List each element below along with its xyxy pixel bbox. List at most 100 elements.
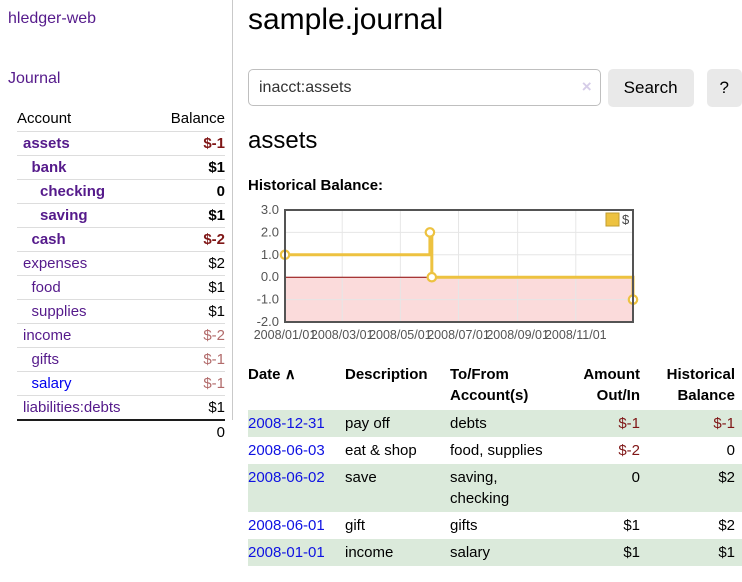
transaction-accounts: debts <box>450 415 487 432</box>
data-point-marker <box>426 271 438 283</box>
transaction-accounts: food, supplies <box>450 442 543 459</box>
transaction-date-cell: 2008-12-31 <box>248 410 345 437</box>
transaction-description: gift <box>345 517 366 534</box>
account-link[interactable]: assets <box>23 135 70 152</box>
transaction-description: pay off <box>345 415 390 432</box>
account-name-cell: income <box>17 323 154 348</box>
account-link[interactable]: checking <box>40 183 106 200</box>
transaction-amount: $1 <box>623 517 640 534</box>
main-content: sample.journal × Search ? assets Histori… <box>248 0 742 566</box>
y-tick-label: -1.0 <box>257 292 279 307</box>
account-balance: $1 <box>153 203 225 228</box>
x-tick-label: 2008/11/01 <box>545 328 607 342</box>
account-link[interactable]: gifts <box>31 351 60 368</box>
account-row: food $1 <box>17 275 225 300</box>
account-link[interactable]: bank <box>31 159 67 176</box>
accounts-total-spacer <box>17 419 154 444</box>
register-header-balance: Historical Balance <box>666 366 735 404</box>
register-header-date-label: Date <box>248 366 281 383</box>
account-name-cell: gifts <box>17 347 154 372</box>
account-row: assets $-1 <box>17 131 225 156</box>
transaction-date-link[interactable]: 2008-06-01 <box>248 517 325 534</box>
transaction-balance: 0 <box>726 442 735 459</box>
account-name-cell: food <box>17 275 154 300</box>
transaction-description: income <box>345 544 394 561</box>
transaction-date-cell: 2008-06-01 <box>248 512 345 539</box>
account-link[interactable]: saving <box>40 207 88 224</box>
transaction-row: 2008-06-02 save saving, checking 0 $2 <box>248 464 742 512</box>
accounts-total-row: 0 <box>17 419 225 444</box>
account-row: checking 0 <box>17 179 225 204</box>
transaction-row: 2008-06-01 gift gifts $1 $2 <box>248 512 742 539</box>
account-link[interactable]: expenses <box>23 255 88 272</box>
account-balance: $1 <box>153 395 225 420</box>
accounts-header-row: Account Balance <box>17 105 225 132</box>
account-name-cell: saving <box>17 203 154 228</box>
account-row: saving $1 <box>17 203 225 228</box>
x-tick-label: 2008/09/01 <box>486 328 549 342</box>
accounts-total-value: 0 <box>153 419 225 444</box>
search-button[interactable]: Search <box>607 69 694 107</box>
accounts-table: Account Balance assets $-1 bank $1 checking 0… <box>17 105 225 444</box>
search-input[interactable] <box>248 69 601 106</box>
account-row: cash $-2 <box>17 227 225 252</box>
register-header-amount: Amount Out/In <box>583 366 640 404</box>
register-header-date[interactable]: Date ∧ <box>248 361 345 410</box>
transaction-amount: $-2 <box>618 442 640 459</box>
chart-heading: Historical Balance: <box>248 177 384 194</box>
account-link[interactable]: food <box>31 279 61 296</box>
chart-svg: $3.0 2.0 1.0 0.0 -1.0 -2.02008/01/012008/03/0… <box>254 202 639 342</box>
x-tick-label: 2008/03/01 <box>311 328 374 342</box>
y-tick-label: 1.0 <box>261 247 279 262</box>
account-balance: $-1 <box>153 371 225 396</box>
account-balance: $2 <box>153 251 225 276</box>
transaction-date-link[interactable]: 2008-06-02 <box>248 469 325 486</box>
account-name-cell: expenses <box>17 251 154 276</box>
account-balance: $1 <box>153 155 225 180</box>
sidebar-divider <box>232 0 233 420</box>
register-table: Date ∧ Description To/From Account(s) Am… <box>248 361 742 566</box>
transaction-date-cell: 2008-01-01 <box>248 539 345 566</box>
transaction-date-link[interactable]: 2008-06-03 <box>248 442 325 459</box>
account-balance: $-2 <box>153 227 225 252</box>
clear-search-icon[interactable]: × <box>581 77 592 96</box>
account-balance: $-1 <box>153 131 225 156</box>
account-balance: $1 <box>153 299 225 324</box>
transaction-description: eat & shop <box>345 442 417 459</box>
app-title-link[interactable]: hledger-web <box>8 10 97 27</box>
y-tick-label: 3.0 <box>261 202 279 217</box>
transaction-accounts: saving, checking <box>450 469 510 507</box>
account-name-cell: bank <box>17 155 154 180</box>
legend-swatch <box>605 212 620 227</box>
transaction-amount: 0 <box>631 469 640 486</box>
transaction-amount: $1 <box>623 544 640 561</box>
y-tick-label: 0.0 <box>261 269 279 284</box>
account-link[interactable]: salary <box>31 375 72 392</box>
help-button[interactable]: ? <box>706 69 742 107</box>
transaction-row: 2008-12-31 pay off debts $-1 $-1 <box>248 410 742 437</box>
transaction-date-link[interactable]: 2008-12-31 <box>248 415 325 432</box>
x-tick-label: 2008/01/01 <box>254 328 317 342</box>
transaction-balance: $2 <box>718 517 735 534</box>
accounts-header-account: Account <box>17 109 72 127</box>
account-link[interactable]: income <box>23 327 72 344</box>
account-row: liabilities:debts $1 <box>17 395 225 420</box>
sidebar-item-journal[interactable]: Journal <box>8 70 61 87</box>
account-name-cell: liabilities:debts <box>17 395 154 420</box>
sort-ascending-icon: ∧ <box>284 366 296 383</box>
account-link[interactable]: liabilities:debts <box>23 399 121 416</box>
transaction-accounts: gifts <box>450 517 478 534</box>
y-tick-label: 2.0 <box>261 224 279 239</box>
transaction-row: 2008-06-03 eat & shop food, supplies $-2 0 <box>248 437 742 464</box>
y-tick-label: -2.0 <box>257 314 279 329</box>
account-row: income $-2 <box>17 323 225 348</box>
register-table-body: 2008-12-31 pay off debts $-1 $-1 2008-06-03 ea… <box>248 410 742 566</box>
legend-label: $ <box>622 212 630 227</box>
transaction-date-link[interactable]: 2008-01-01 <box>248 544 325 561</box>
account-link[interactable]: cash <box>31 231 66 248</box>
accounts-header-balance: Balance <box>170 109 225 127</box>
historical-balance-chart: $3.0 2.0 1.0 0.0 -1.0 -2.0 2008/01/01 2008/03/0… <box>248 200 742 350</box>
account-link[interactable]: supplies <box>31 303 87 320</box>
transaction-description: save <box>345 469 377 486</box>
transaction-balance: $-1 <box>713 415 735 432</box>
